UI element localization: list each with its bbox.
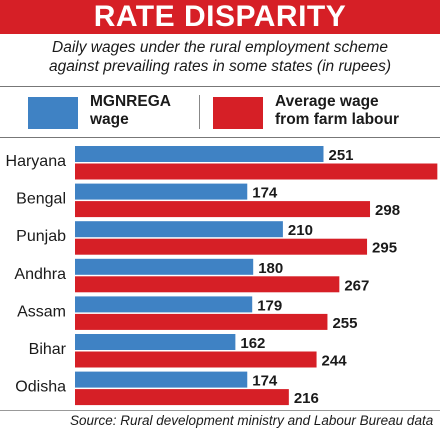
value-label-mgnrega-haryana: 251: [328, 147, 353, 164]
legend-label-mgnrega-line-1: MGNREGA: [90, 93, 171, 110]
category-label-andhra: Andhra: [14, 266, 66, 283]
legend-label-farm-line-1: Average wage: [275, 93, 379, 110]
value-label-farm-bengal: 298: [375, 202, 400, 219]
chart-subtitle: Daily wages under the rural employment s…: [0, 38, 440, 76]
subtitle-line-2: against prevailing rates in some states …: [48, 58, 392, 75]
category-label-bihar: Bihar: [29, 341, 67, 358]
chart-legend: MGNREGA wage Average wage from farm labo…: [0, 86, 440, 138]
bar-mgnrega-punjab: [75, 221, 283, 238]
bar-mgnrega-odisha: [75, 371, 248, 388]
value-label-mgnrega-andhra: 180: [258, 260, 283, 277]
subtitle-line-1: Daily wages under the rural employment s…: [52, 39, 388, 56]
bar-mgnrega-assam: [75, 296, 253, 313]
chart-title: RATE DISPARITY: [93, 0, 347, 33]
legend-label-mgnrega-line-2: wage: [90, 111, 129, 128]
category-label-bengal: Bengal: [16, 191, 66, 208]
value-label-farm-odisha: 216: [294, 390, 319, 407]
bar-farm-assam: [75, 313, 328, 330]
category-label-odisha: Odisha: [15, 379, 66, 396]
legend-label-farm-line-2: from farm labour: [275, 111, 400, 128]
bar-mgnrega-andhra: [75, 258, 254, 275]
bar-chart: Haryana25136Bengal174298Punjab210295Andh…: [6, 146, 438, 407]
bar-farm-bengal: [75, 201, 371, 218]
value-label-mgnrega-punjab: 210: [288, 222, 313, 239]
bar-farm-andhra: [75, 276, 340, 293]
value-label-mgnrega-odisha: 174: [252, 373, 278, 390]
value-label-farm-assam: 255: [332, 315, 357, 332]
legend-label-mgnrega: MGNREGA wage: [90, 93, 171, 129]
bar-farm-odisha: [75, 389, 289, 406]
value-label-mgnrega-bihar: 162: [240, 335, 265, 352]
value-label-farm-punjab: 295: [372, 240, 397, 257]
bar-farm-bihar: [75, 351, 317, 368]
legend-label-farm: Average wage from farm labour: [275, 93, 399, 129]
source-divider: [0, 410, 440, 411]
value-label-farm-bihar: 244: [322, 353, 348, 370]
category-label-assam: Assam: [17, 303, 66, 320]
category-label-haryana: Haryana: [6, 153, 67, 170]
legend-swatch-mgnrega: [28, 97, 78, 129]
bar-mgnrega-haryana: [75, 146, 324, 162]
bar-mgnrega-bengal: [75, 183, 248, 200]
value-label-farm-andhra: 267: [344, 277, 369, 294]
value-label-mgnrega-bengal: 174: [252, 185, 278, 202]
value-label-mgnrega-assam: 179: [257, 297, 282, 314]
source-note: Source: Rural development ministry and L…: [70, 413, 434, 428]
bar-farm-punjab: [75, 238, 368, 255]
bar-mgnrega-bihar: [75, 334, 236, 350]
category-label-punjab: Punjab: [16, 228, 66, 245]
title-banner: RATE DISPARITY: [0, 0, 440, 34]
legend-divider: [199, 95, 200, 129]
bar-farm-haryana: [75, 163, 438, 180]
legend-swatch-farm: [213, 97, 263, 129]
